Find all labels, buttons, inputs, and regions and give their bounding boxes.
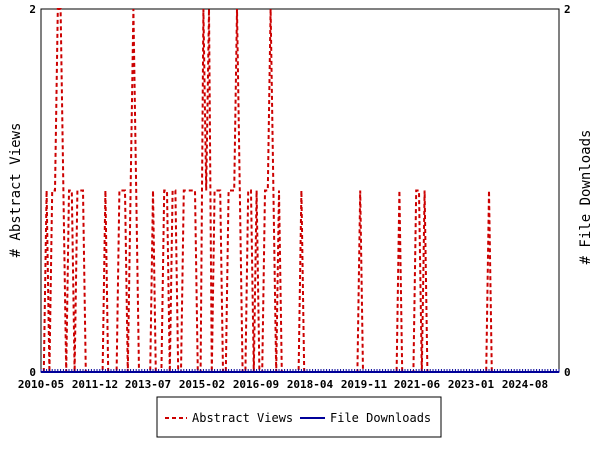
x-tick-label: 2013-07 [125, 378, 171, 391]
y-left-tick-2: 2 [29, 3, 36, 16]
x-tick-label: 2016-09 [233, 378, 279, 391]
y-right-axis-title: # File Downloads [578, 130, 594, 265]
x-tick-label: 2024-08 [502, 378, 548, 391]
x-tick-label: 2015-02 [179, 378, 225, 391]
y-right-tick-0: 0 [564, 366, 571, 379]
legend: Abstract Views File Downloads [156, 396, 442, 438]
legend-label-file-downloads: File Downloads [330, 411, 431, 425]
x-tick-label: 2019-11 [341, 378, 388, 391]
x-tick-label: 2011-12 [72, 378, 118, 391]
y-left-axis-title: # Abstract Views [8, 123, 24, 258]
x-axis-labels: 2010-05 2011-12 2013-07 2015-02 2016-09 … [18, 378, 548, 391]
x-tick-label: 2010-05 [18, 378, 64, 391]
y-right-tick-2: 2 [564, 3, 571, 16]
x-axis-ticks [40, 369, 560, 372]
y-left-tick-0: 0 [29, 366, 36, 379]
x-tick-label: 2021-06 [394, 378, 441, 391]
x-tick-label: 2023-01 [448, 378, 495, 391]
legend-label-abstract-views: Abstract Views [192, 411, 293, 425]
x-tick-label: 2018-04 [287, 378, 334, 391]
y-axis-right: 0 2 # File Downloads [564, 3, 594, 379]
plot-area [40, 8, 560, 373]
legend-box [156, 396, 442, 438]
y-axis-left: 0 2 # Abstract Views [8, 3, 36, 379]
